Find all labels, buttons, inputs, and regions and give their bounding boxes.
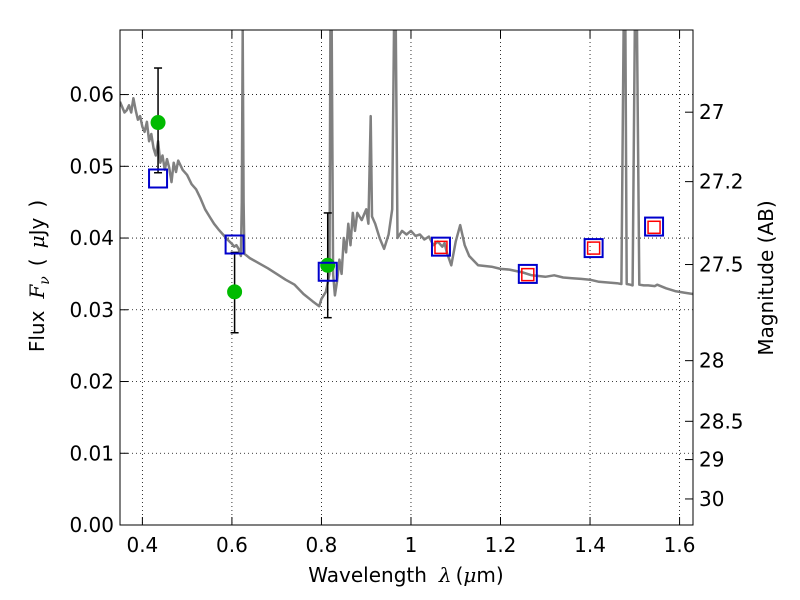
x-tick-label: 1 bbox=[405, 533, 418, 557]
plot-frame bbox=[119, 29, 694, 526]
model-band-flux-square bbox=[148, 168, 169, 189]
y2-tick-label: 27 bbox=[699, 100, 724, 124]
x-tick-label: 1.6 bbox=[664, 533, 696, 557]
y2-tick-label: 27.5 bbox=[699, 253, 744, 277]
observed-flux-point bbox=[320, 257, 336, 273]
x-tick-label: 0.8 bbox=[306, 533, 338, 557]
marker-layer bbox=[148, 67, 665, 334]
model-band-flux-inner-square bbox=[521, 267, 535, 282]
y-tick-label: 0.06 bbox=[69, 83, 114, 107]
model-band-flux-inner-square bbox=[434, 240, 448, 255]
x-tick-label: 1.2 bbox=[485, 533, 517, 557]
y2-tick-label: 30 bbox=[699, 487, 724, 511]
observed-flux-point bbox=[227, 284, 243, 300]
observed-flux-point bbox=[150, 115, 166, 131]
tick-layer: 0.4 0.6 0.8 1 1.2 1.4 1.6 0.00 0.01 0.02 0.03 0.04 0… bbox=[69, 30, 744, 557]
model-band-flux-square bbox=[644, 216, 665, 237]
y-tick-label: 0.03 bbox=[69, 298, 114, 322]
model-band-flux-inner-square bbox=[586, 241, 601, 255]
y-axis-label: FluxFν(μJy) bbox=[25, 200, 53, 352]
y-tick-label: 0.00 bbox=[69, 513, 114, 537]
model-band-flux-square bbox=[517, 263, 538, 284]
y2-tick-label: 28.5 bbox=[699, 409, 744, 433]
model-band-flux-square bbox=[317, 261, 338, 282]
x-tick-label: 0.6 bbox=[216, 533, 248, 557]
model-spectrum-line bbox=[120, 30, 693, 308]
model-band-flux-square bbox=[224, 234, 245, 255]
x-tick-label: 0.4 bbox=[126, 533, 158, 557]
y-tick-label: 0.01 bbox=[69, 441, 114, 465]
spectrum-layer bbox=[120, 30, 693, 308]
right-axis-label: Magnitude (AB) bbox=[754, 200, 778, 355]
model-band-flux-inner-square bbox=[647, 220, 661, 235]
y2-tick-label: 29 bbox=[699, 448, 724, 472]
y-tick-label: 0.02 bbox=[69, 370, 114, 394]
x-axis-label: Wavelength λ (μm) bbox=[308, 563, 503, 587]
model-band-flux-square bbox=[583, 238, 604, 259]
model-band-flux-square bbox=[430, 236, 451, 257]
y-tick-label: 0.05 bbox=[69, 154, 114, 178]
y2-tick-label: 28 bbox=[699, 349, 724, 373]
y-tick-label: 0.04 bbox=[69, 226, 114, 250]
grid-layer bbox=[120, 30, 693, 525]
x-tick-label: 1.4 bbox=[574, 533, 606, 557]
y2-tick-label: 27.2 bbox=[699, 170, 744, 194]
